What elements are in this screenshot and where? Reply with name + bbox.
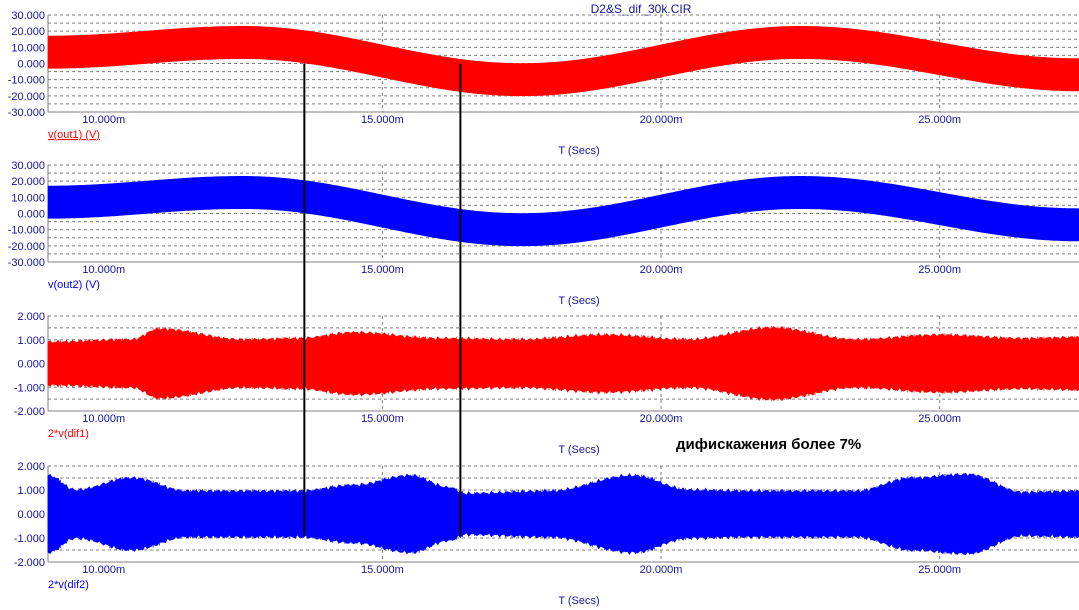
x-tick-label: 15.000m (361, 564, 404, 576)
x-tick-label: 25.000m (918, 564, 961, 576)
trace-label: 2*v(dif1) (48, 428, 89, 440)
y-tick-label: -10.000 (8, 225, 45, 237)
x-tick-label: 25.000m (918, 413, 961, 425)
y-tick-label: 20.000 (11, 26, 45, 38)
x-tick-label: 10.000m (82, 114, 125, 126)
y-tick-label: 1.000 (17, 335, 45, 347)
x-tick-label: 20.000m (640, 114, 683, 126)
x-axis-label: T (Secs) (558, 444, 599, 456)
y-tick-label: 0.000 (17, 509, 45, 521)
y-tick-label: 10.000 (11, 192, 45, 204)
x-tick-label: 20.000m (640, 564, 683, 576)
x-axis-label: T (Secs) (558, 595, 599, 607)
y-tick-label: 0.000 (17, 59, 45, 71)
y-tick-label: 30.000 (11, 160, 45, 172)
y-tick-label: 2.000 (17, 311, 45, 323)
y-tick-label: 1.000 (17, 485, 45, 497)
x-tick-label: 25.000m (918, 114, 961, 126)
x-tick-label: 20.000m (640, 413, 683, 425)
y-tick-label: -20.000 (8, 241, 45, 253)
y-tick-label: -2.000 (14, 406, 45, 418)
y-tick-label: 30.000 (11, 10, 45, 22)
y-tick-label: -30.000 (8, 107, 45, 119)
y-tick-label: -1.000 (14, 533, 45, 545)
y-tick-label: -10.000 (8, 75, 45, 87)
trace-label: v(out1) (V) (48, 129, 100, 141)
waveform-trace (47, 26, 1079, 97)
x-tick-label: 10.000m (82, 564, 125, 576)
trace-label: 2*v(dif2) (48, 579, 89, 591)
trace-label: v(out2) (V) (48, 279, 100, 291)
x-tick-label: 25.000m (918, 264, 961, 276)
y-tick-label: 2.000 (17, 461, 45, 473)
distortion-annotation: дифискажения более 7% (676, 436, 862, 453)
y-tick-label: -1.000 (14, 382, 45, 394)
x-tick-label: 15.000m (361, 114, 404, 126)
x-tick-label: 15.000m (361, 264, 404, 276)
y-tick-label: 10.000 (11, 42, 45, 54)
x-axis-label: T (Secs) (558, 145, 599, 157)
x-tick-label: 10.000m (82, 264, 125, 276)
y-tick-label: 20.000 (11, 176, 45, 188)
x-tick-label: 10.000m (82, 413, 125, 425)
y-tick-label: -20.000 (8, 91, 45, 103)
y-tick-label: 0.000 (17, 359, 45, 371)
y-tick-label: -30.000 (8, 257, 45, 269)
waveform-trace (47, 176, 1079, 247)
x-tick-label: 20.000m (640, 264, 683, 276)
x-tick-label: 15.000m (361, 413, 404, 425)
chart-title: D2&S_dif_30k.CIR (591, 2, 692, 16)
y-tick-label: -2.000 (14, 557, 45, 569)
x-axis-label: T (Secs) (558, 295, 599, 307)
y-tick-label: 0.000 (17, 209, 45, 221)
